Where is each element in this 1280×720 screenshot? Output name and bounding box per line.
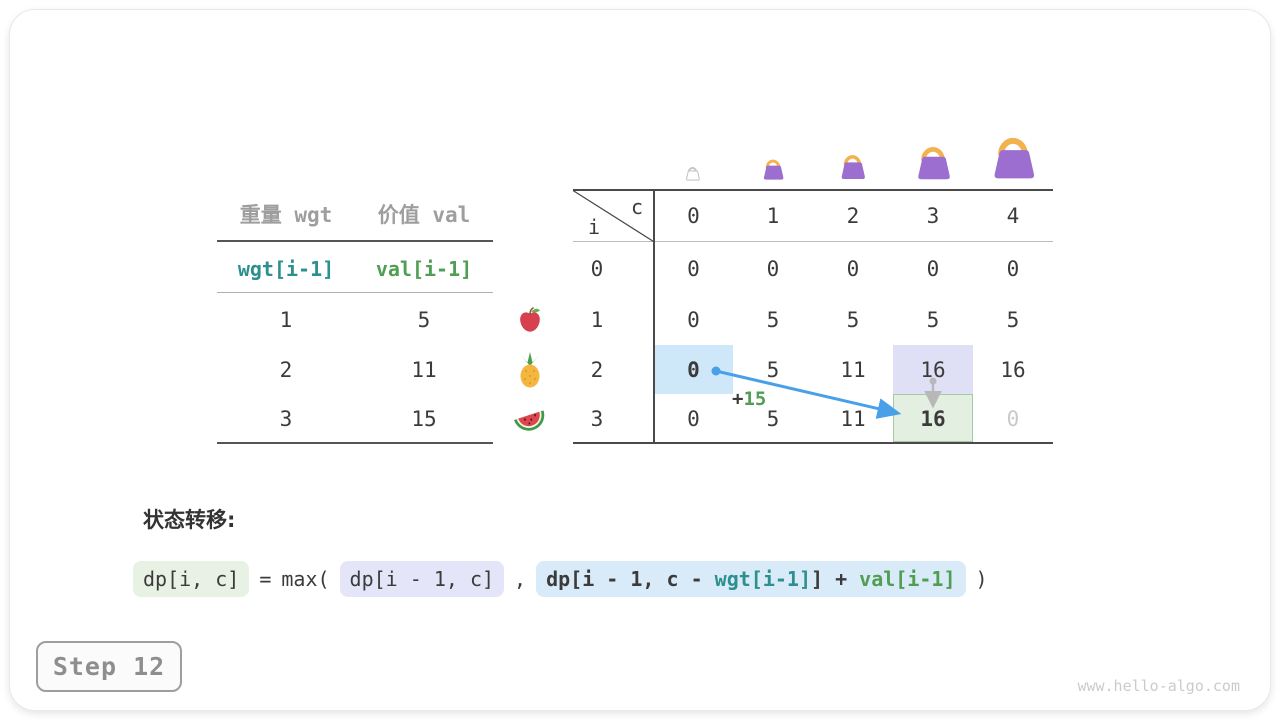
dp-table-header-rule: [573, 241, 1053, 242]
arg2-pre: dp[i - 1, c -: [546, 567, 715, 591]
transition-label: 状态转移:: [143, 508, 236, 532]
dp-col-header-0: 0: [687, 204, 700, 228]
arg2-mid: ] +: [811, 567, 860, 591]
figure-card: [9, 9, 1271, 711]
bag-3-icon: [912, 143, 954, 183]
gain-plus-sign: +: [732, 388, 744, 410]
dp-cell-r3c0: 0: [687, 406, 700, 431]
dp-table-bottom-rule: [573, 442, 1053, 444]
dp-cell-r0c4: 0: [1006, 257, 1020, 281]
item-value-2: 11: [411, 357, 437, 382]
dp-cell-r1c1: 5: [766, 307, 780, 332]
dp-col-header-3: 3: [926, 204, 940, 228]
dp-cell-r2c0: 0: [687, 357, 700, 382]
formula-close-paren: ): [975, 567, 988, 591]
dp-cell-r3c2: 11: [840, 406, 866, 431]
dp-cell-r0c1: 0: [766, 257, 780, 281]
bag-1-icon: [760, 157, 786, 182]
step-badge: Step 12: [36, 641, 182, 692]
watermark: www.hello-algo.com: [1077, 677, 1240, 695]
dp-row-header-3: 3: [590, 406, 604, 431]
dp-corner-row-var: i: [587, 215, 601, 239]
bag-4-icon: [986, 133, 1040, 183]
item-value-1: 5: [417, 307, 431, 332]
dp-row-header-1: 1: [590, 307, 604, 332]
dp-row-header-0: 0: [590, 257, 604, 281]
dp-cell-r1c3: 5: [926, 307, 940, 332]
item-table-mid-rule: [217, 292, 493, 293]
formula-max-open: max(: [281, 567, 330, 591]
dp-cell-r0c0: 0: [687, 257, 700, 281]
item-table-header-weight: 重量 wgt: [239, 203, 333, 227]
arg2-val-term: val[i-1]: [859, 567, 956, 591]
formula-equals: =: [259, 567, 272, 591]
dp-cell-r2c3: 16: [920, 357, 946, 382]
dp-row-header-2: 2: [590, 357, 604, 382]
dp-table-top-rule: [573, 189, 1053, 191]
transition-formula: dp[i, c] = max( dp[i - 1, c] , dp[i - 1,…: [133, 561, 988, 597]
item-weight-2: 2: [279, 357, 293, 382]
formula-arg1-box: dp[i - 1, c]: [339, 561, 505, 597]
dp-cell-r3c3: 16: [920, 406, 946, 431]
dp-cell-r2c2: 11: [840, 357, 866, 382]
item-table-bottom-rule: [217, 442, 493, 444]
item-table-var-val: val[i-1]: [375, 257, 473, 281]
item-table-var-wgt: wgt[i-1]: [237, 257, 335, 281]
dp-cell-r2c1: 5: [766, 357, 780, 382]
formula-lhs-box: dp[i, c]: [133, 561, 250, 597]
apple-icon: [515, 303, 545, 333]
formula-arg2-box: dp[i - 1, c - wgt[i-1]] + val[i-1]: [536, 561, 966, 597]
dp-cell-r0c2: 0: [846, 257, 860, 281]
dp-cell-r2c4: 16: [1000, 357, 1026, 382]
dp-corner-col-var: c: [630, 195, 644, 219]
dp-table-vertical-rule: [653, 189, 655, 444]
item-table-top-rule: [217, 240, 493, 242]
dp-cell-r1c4: 5: [1006, 307, 1020, 332]
pineapple-icon: [514, 352, 546, 388]
formula-comma: ,: [514, 567, 527, 591]
dp-cell-r3c4: 0: [1006, 406, 1020, 431]
bag-empty-icon: [684, 164, 701, 182]
bag-2-icon: [837, 152, 868, 182]
item-weight-3: 3: [279, 406, 293, 431]
item-value-3: 15: [411, 406, 437, 431]
step-badge-label: Step 12: [52, 652, 166, 681]
dp-col-header-4: 4: [1006, 204, 1020, 228]
dp-cell-r1c2: 5: [846, 307, 860, 332]
dp-cell-r1c0: 0: [687, 307, 700, 332]
watermelon-icon: [512, 405, 548, 437]
dp-col-header-2: 2: [846, 204, 860, 228]
dp-cell-r0c3: 0: [926, 257, 940, 281]
arg2-wgt-term: wgt[i-1]: [714, 567, 811, 591]
dp-col-header-1: 1: [766, 204, 780, 228]
gain-annotation: +15: [732, 388, 766, 410]
gain-value: 15: [743, 388, 767, 410]
item-weight-1: 1: [279, 307, 293, 332]
item-table-header-value: 价值 val: [377, 203, 471, 227]
